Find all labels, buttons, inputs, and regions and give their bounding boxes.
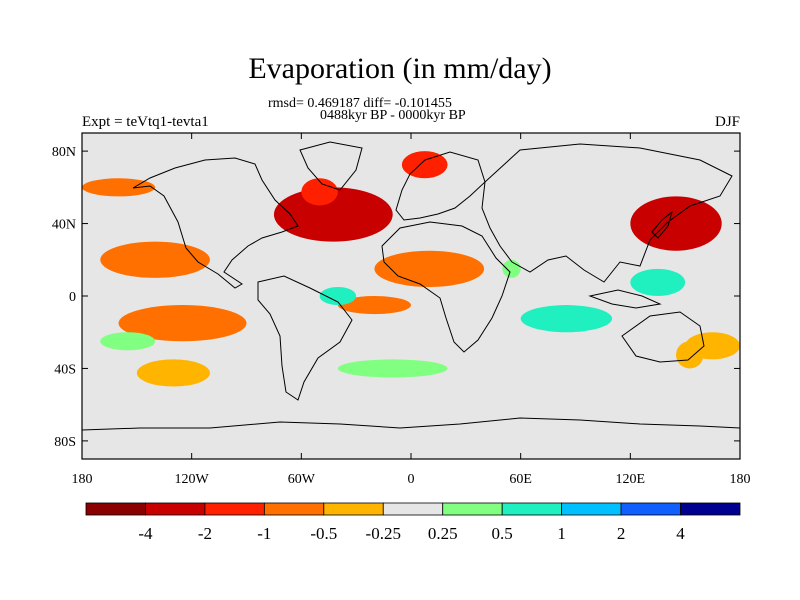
colorbar-swatch <box>263 502 325 516</box>
experiment-label: Expt = teVtq1-tevta1 <box>82 114 209 130</box>
map-field <box>82 133 740 459</box>
lon-tick-label: 120E <box>616 472 646 487</box>
field-region-indian-ocean-tropics <box>520 305 613 333</box>
lon-tick-label: 180 <box>730 472 751 487</box>
field-region-south-pacific-green <box>100 332 156 351</box>
colorbar: -4 -2 -1 -0.5 -0.25 0.25 0.5 1 2 4 <box>85 502 741 543</box>
coastline-japan <box>651 210 673 239</box>
coastline-indonesia <box>588 289 662 309</box>
field-region-labrador-sea <box>301 178 338 206</box>
coastline-australia <box>621 311 705 363</box>
field-region-south-pacific-east <box>118 305 247 342</box>
field-region-southern-ocean-atlantic <box>337 359 448 378</box>
coastline-antarctica <box>81 417 741 431</box>
colorbar-label: 0.5 <box>492 524 513 543</box>
colorbar-swatch <box>442 502 503 516</box>
colorbar-label: 0.25 <box>428 524 458 543</box>
colorbar-swatch <box>501 502 563 516</box>
season-label: DJF <box>714 114 740 130</box>
lat-tick-label: 0 <box>69 290 76 305</box>
period-line: 0488kyr BP - 0000kyr BP <box>320 108 466 123</box>
map-background <box>82 133 740 459</box>
lon-tick-label: 180 <box>72 472 93 487</box>
colorbar-label: -1 <box>257 524 271 543</box>
colorbar-swatch <box>620 502 681 516</box>
colorbar-swatch <box>85 502 146 516</box>
field-region-south-pacific-mid <box>136 359 210 387</box>
lon-tick-label: 120W <box>175 472 210 487</box>
field-region-west-pacific-tropics <box>630 268 686 296</box>
stats-line: rmsd= 0.469187 diff= -0.101455 <box>268 96 452 111</box>
colorbar-swatch <box>680 502 741 516</box>
coastline-greenland <box>299 141 363 191</box>
lat-tick-label: 40N <box>52 218 76 233</box>
lon-tick-label: 60E <box>509 472 532 487</box>
colorbar-swatch <box>145 502 206 516</box>
colorbar-label: -4 <box>138 524 153 543</box>
coastline-north-america <box>132 157 299 289</box>
field-region-north-pacific-central <box>100 241 210 278</box>
field-region-north-pacific-west <box>630 196 722 251</box>
colorbar-swatch <box>323 502 384 516</box>
colorbar-label: 2 <box>617 524 626 543</box>
colorbar-swatch <box>382 502 444 516</box>
coastline-south-america <box>257 275 353 401</box>
field-region-arabian-sea <box>502 259 521 278</box>
map-title: Evaporation (in mm/day) <box>248 52 552 85</box>
coastline-asia <box>481 143 733 283</box>
lat-tick-label: 80N <box>52 145 76 160</box>
colorbar-label: 1 <box>557 524 566 543</box>
colorbar-swatch <box>561 502 622 516</box>
field-region-equatorial-atlantic-west <box>319 286 357 306</box>
coastlines <box>81 141 741 431</box>
colorbar-label: -0.5 <box>310 524 337 543</box>
field-region-alaska <box>82 178 156 197</box>
colorbar-swatch <box>204 502 265 516</box>
field-region-north-atlantic <box>273 187 393 242</box>
field-region-south-atlantic <box>337 296 412 315</box>
map-axes: 80N 40N 0 40S 80S 180 120W 60W 0 60E 120E 180 <box>52 133 751 487</box>
field-region-australia-east <box>676 341 704 369</box>
lon-tick-label: 0 <box>408 472 415 487</box>
colorbar-label: -2 <box>198 524 212 543</box>
lon-tick-label: 60W <box>288 472 316 487</box>
colorbar-label: -0.25 <box>366 524 401 543</box>
coastline-africa <box>381 221 511 353</box>
lat-tick-label: 40S <box>54 362 76 377</box>
colorbar-label: 4 <box>676 524 685 543</box>
lat-tick-label: 80S <box>54 435 76 450</box>
